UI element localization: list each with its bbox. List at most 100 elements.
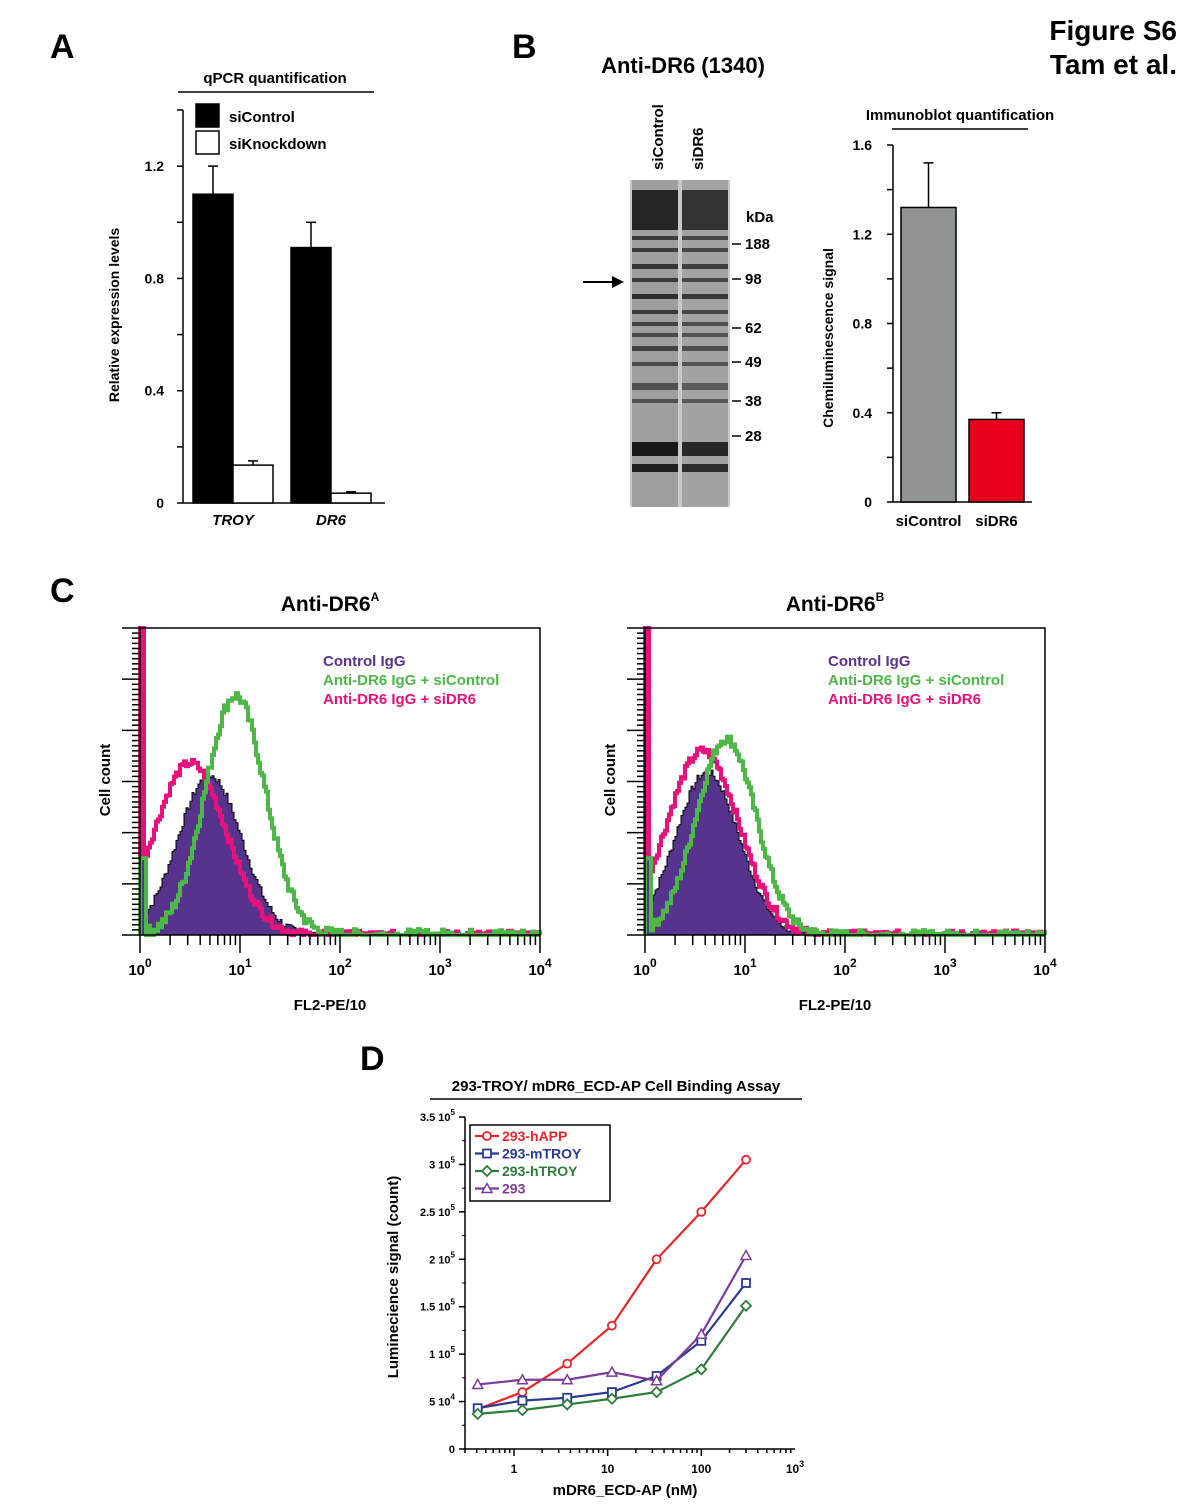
legend-box bbox=[469, 1124, 611, 1202]
x-category-label: DR6 bbox=[316, 512, 347, 529]
chart-title: 293-TROY/ mDR6_ECD-AP Cell Binding Assay bbox=[452, 1078, 781, 1095]
data-point bbox=[480, 1181, 494, 1194]
marker-label: 38 bbox=[745, 393, 762, 410]
x-tick-label: 103 bbox=[786, 1459, 804, 1476]
y-tick-label: 5 104 bbox=[429, 1393, 455, 1409]
blot-band bbox=[632, 264, 678, 269]
panel-letter-d: D bbox=[360, 1040, 385, 1078]
bar-siDR6 bbox=[968, 418, 1025, 503]
blot-band bbox=[632, 322, 678, 326]
legend-label: Anti-DR6 IgG + siDR6 bbox=[828, 691, 981, 708]
data-point bbox=[517, 1387, 528, 1397]
y-tick-label: 3 105 bbox=[429, 1155, 455, 1171]
data-point bbox=[605, 1365, 619, 1377]
y-tick-label: 0.8 bbox=[853, 316, 873, 332]
legend-swatch bbox=[195, 130, 220, 155]
y-tick-label: 2.5 105 bbox=[420, 1203, 456, 1219]
marker-label: 188 bbox=[745, 236, 770, 253]
x-axis-label: FL2-PE/10 bbox=[294, 997, 367, 1014]
data-point bbox=[482, 1148, 492, 1159]
blot-band bbox=[632, 278, 678, 282]
blot-band bbox=[682, 322, 728, 326]
y-axis-label: Chemiluminescence signal bbox=[820, 248, 836, 428]
blot-band bbox=[632, 346, 678, 351]
y-axis-label: Relative expression levels bbox=[106, 228, 122, 403]
series-area-control-igg bbox=[139, 771, 540, 936]
figure-label: Figure S6 bbox=[1049, 15, 1177, 46]
x-tick-label: 103 bbox=[933, 956, 957, 979]
figure-header: Figure S6 Tam et al. bbox=[1049, 14, 1177, 82]
bar-siKnockdown bbox=[232, 464, 274, 504]
blot-band bbox=[682, 248, 728, 252]
x-tick-label: 102 bbox=[833, 956, 857, 979]
blot-band bbox=[632, 362, 678, 366]
lane-label: siControl bbox=[650, 104, 667, 170]
data-point bbox=[516, 1373, 529, 1385]
blot-band bbox=[682, 310, 728, 314]
data-point bbox=[651, 1254, 662, 1265]
marker-label: 49 bbox=[745, 354, 762, 371]
blot-band bbox=[682, 346, 728, 351]
histogram-title: Anti-DR6B bbox=[786, 590, 885, 616]
legend-label: Control IgG bbox=[323, 653, 406, 670]
y-tick-label: 1 105 bbox=[429, 1345, 455, 1361]
y-axis-label: Cell count bbox=[97, 744, 114, 817]
marker-label: 62 bbox=[745, 320, 762, 337]
data-point bbox=[516, 1403, 529, 1417]
data-point bbox=[695, 1327, 708, 1339]
data-point bbox=[560, 1398, 574, 1411]
x-tick-label: 104 bbox=[1033, 956, 1057, 979]
y-tick-label: 1.5 105 bbox=[420, 1298, 456, 1314]
x-tick-label: 100 bbox=[691, 1462, 711, 1476]
lane-label: siDR6 bbox=[690, 127, 707, 170]
data-point bbox=[471, 1377, 484, 1390]
x-axis-label: mDR6_ECD-AP (nM) bbox=[553, 1482, 698, 1499]
panel-letter-b: B bbox=[512, 28, 537, 66]
blot-band bbox=[632, 236, 678, 240]
y-tick-label: 0.4 bbox=[853, 405, 873, 421]
panel-letter-a: A bbox=[50, 28, 75, 66]
chart-title: Immunoblot quantification bbox=[866, 107, 1054, 124]
blot-band bbox=[632, 464, 678, 472]
blot-title: Anti-DR6 (1340) bbox=[601, 53, 765, 78]
data-point bbox=[517, 1395, 528, 1406]
y-tick-label: 1.2 bbox=[145, 158, 165, 174]
data-point bbox=[650, 1385, 663, 1399]
x-tick-label: 101 bbox=[228, 956, 252, 979]
marker-label: 28 bbox=[745, 428, 762, 445]
data-point bbox=[471, 1407, 484, 1421]
data-point bbox=[739, 1248, 753, 1261]
legend-label: 293-hTROY bbox=[502, 1163, 578, 1179]
y-tick-label: 1.6 bbox=[853, 137, 873, 153]
blot-band bbox=[632, 248, 678, 252]
y-tick-label: 2 105 bbox=[429, 1250, 455, 1266]
legend-label: 293-mTROY bbox=[502, 1146, 582, 1162]
x-tick-label: 10 bbox=[601, 1462, 615, 1476]
series-line-293 bbox=[477, 1254, 747, 1386]
blot-band bbox=[632, 399, 678, 403]
data-point bbox=[741, 1278, 751, 1288]
blot-band bbox=[682, 264, 728, 269]
y-tick-label: 0 bbox=[449, 1444, 455, 1456]
panel-letter-c: C bbox=[50, 572, 75, 610]
legend-label: Control IgG bbox=[828, 653, 911, 670]
qpcr-bar-chart: qPCR quantification 0 0.4 0.8 1.2 Relative ex… bbox=[106, 70, 385, 529]
x-tick-label: 104 bbox=[528, 956, 552, 979]
legend-label: 293-hAPP bbox=[502, 1128, 567, 1144]
data-point bbox=[482, 1131, 492, 1141]
data-point bbox=[562, 1358, 573, 1369]
y-axis-label: Cell count bbox=[602, 744, 619, 817]
marker-label: 98 bbox=[745, 271, 762, 288]
legend-label: 293 bbox=[502, 1181, 526, 1197]
y-tick-label: 0.8 bbox=[145, 270, 165, 286]
blot-band bbox=[682, 362, 728, 366]
data-point bbox=[480, 1164, 494, 1178]
legend-label: Anti-DR6 IgG + siControl bbox=[323, 672, 499, 689]
x-tick-label: 100 bbox=[633, 956, 657, 979]
author-label: Tam et al. bbox=[1049, 49, 1177, 80]
legend-label: Anti-DR6 IgG + siControl bbox=[828, 672, 1004, 689]
blot-band bbox=[682, 190, 728, 230]
binding-assay-line-chart: 293-TROY/ mDR6_ECD-AP Cell Binding Assay… bbox=[385, 1078, 804, 1499]
data-point bbox=[560, 1373, 574, 1385]
bar-siKnockdown bbox=[330, 492, 372, 504]
